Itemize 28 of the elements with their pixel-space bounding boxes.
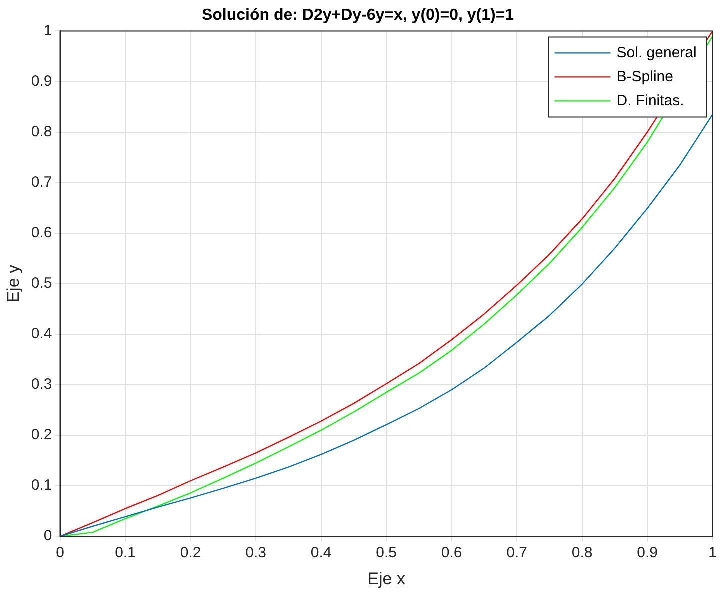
x-tick-label: 0.4 [310, 544, 332, 562]
x-axis-title: Eje x [368, 569, 406, 588]
x-tick-label: 0.5 [376, 544, 397, 562]
y-tick-label: 0.5 [31, 275, 52, 292]
x-tick-label: 0 [56, 544, 64, 562]
x-tick-label: 0.7 [506, 544, 528, 562]
y-tick-label: 0 [44, 528, 52, 545]
legend-label: B-Spline [616, 68, 674, 86]
chart-title: Solución de: D2y+Dy-6y=x, y(0)=0, y(1)=1 [202, 7, 514, 24]
x-tick-label: 0.9 [637, 544, 658, 562]
x-tick-label: 0.8 [572, 544, 593, 562]
y-tick-label: 0.7 [31, 174, 52, 191]
y-tick-label: 0.8 [31, 123, 52, 140]
y-tick-label: 0.2 [31, 426, 52, 444]
y-tick-label: 0.6 [31, 224, 52, 242]
x-tick-label: 0.3 [246, 544, 266, 562]
x-tick-label: 0.2 [180, 544, 202, 562]
legend-label: D. Finitas. [616, 92, 684, 110]
y-tick-label: 0.4 [31, 326, 52, 343]
y-tick-label: 1 [44, 22, 52, 40]
legend-label: Sol. general [616, 44, 697, 62]
y-tick-label: 0.3 [31, 376, 52, 394]
y-tick-label: 0.9 [31, 72, 52, 90]
y-tick-label: 0.1 [31, 477, 52, 494]
x-tick-label: 0.6 [441, 544, 462, 562]
x-tick-label: 0.1 [115, 544, 136, 562]
y-axis-title: Eje y [4, 264, 23, 303]
x-tick-label: 1 [708, 544, 717, 562]
